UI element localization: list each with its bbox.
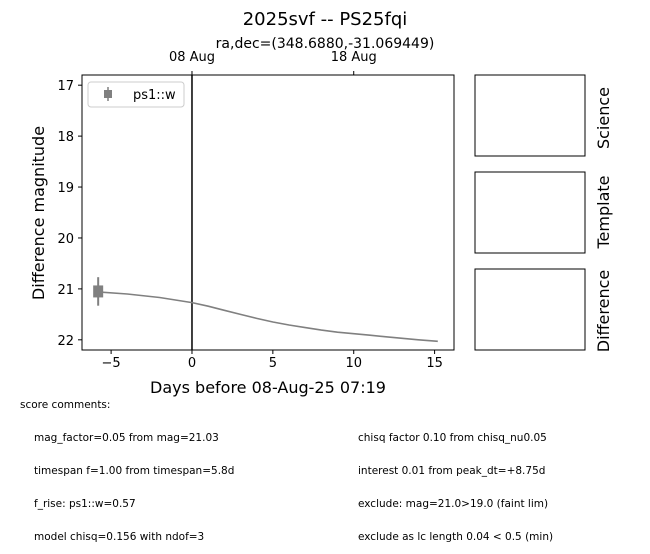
legend: ps1::w bbox=[87, 81, 185, 108]
y-tick-label: 21 bbox=[57, 283, 74, 298]
legend-marker bbox=[104, 87, 112, 101]
x-axis: −5 0 5 10 15 bbox=[102, 350, 443, 371]
comment-line: exclude as lc length 0.04 < 0.5 (min) bbox=[358, 531, 554, 543]
comment-line: timespan f=1.00 from timespan=5.8d bbox=[34, 465, 235, 477]
comment-line: f_rise: ps1::w=0.57 bbox=[34, 498, 136, 510]
y-axis-label: Difference magnitude bbox=[29, 126, 48, 300]
score-comments-right: chisq factor 0.10 from chisq_nu0.05 inte… bbox=[358, 411, 553, 554]
difference-label: Difference bbox=[594, 270, 613, 352]
data-points bbox=[93, 277, 104, 306]
plot-area bbox=[81, 74, 455, 351]
comment-line: model chisq=0.156 with ndof=3 bbox=[34, 531, 205, 543]
y-tick-label: 18 bbox=[57, 130, 74, 145]
legend-box bbox=[87, 81, 185, 108]
score-comments-header: score comments: bbox=[20, 399, 111, 411]
science-label: Science bbox=[594, 87, 613, 149]
chart-subtitle: ra,dec=(348.6880,-31.069449) bbox=[216, 36, 435, 52]
template-label: Template bbox=[594, 175, 613, 249]
chart-title: 2025svf -- PS25fqi bbox=[243, 9, 408, 30]
y-tick-label: 22 bbox=[57, 334, 74, 349]
y-tick-label: 19 bbox=[57, 181, 74, 196]
y-tick-label: 20 bbox=[57, 232, 74, 247]
top-tick-label: 08 Aug bbox=[169, 50, 215, 65]
x-tick-label: 15 bbox=[426, 356, 443, 371]
x-tick-label: 0 bbox=[188, 356, 196, 371]
comment-line: chisq factor 0.10 from chisq_nu0.05 bbox=[358, 432, 547, 444]
comment-line: interest 0.01 from peak_dt=+8.75d bbox=[358, 465, 546, 477]
x-tick-label: 5 bbox=[269, 356, 277, 371]
comment-line: exclude: mag=21.0>19.0 (faint lim) bbox=[358, 498, 549, 510]
template-panel bbox=[474, 171, 586, 254]
x-axis-label: Days before 08-Aug-25 07:19 bbox=[150, 378, 386, 397]
top-tick-label: 18 Aug bbox=[331, 50, 377, 65]
x-tick-label: −5 bbox=[102, 356, 121, 371]
score-comments-left: mag_factor=0.05 from mag=21.03 timespan … bbox=[34, 411, 234, 554]
model-curve bbox=[98, 291, 438, 343]
legend-label: ps1::w bbox=[133, 88, 176, 103]
science-panel bbox=[474, 74, 586, 157]
y-axis: 17 18 19 20 21 22 bbox=[57, 79, 82, 349]
figure: 2025svf -- PS25fqi ra,dec=(348.6880,-31.… bbox=[29, 9, 613, 397]
y-tick-label: 17 bbox=[57, 79, 74, 94]
x-tick-label: 10 bbox=[345, 356, 362, 371]
data-point bbox=[93, 285, 104, 298]
model-line bbox=[98, 291, 438, 343]
comment-line: mag_factor=0.05 from mag=21.03 bbox=[34, 432, 219, 444]
top-axis: 08 Aug 18 Aug bbox=[169, 50, 377, 75]
difference-panel bbox=[474, 268, 586, 351]
